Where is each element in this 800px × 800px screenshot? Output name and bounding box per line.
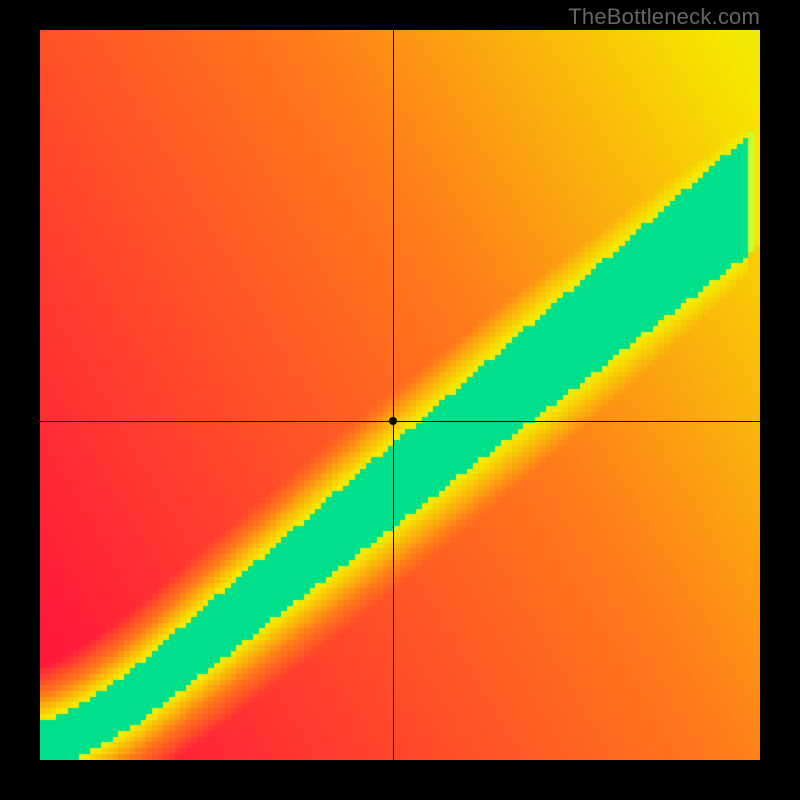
crosshair-marker (389, 417, 397, 425)
crosshair-vertical (393, 30, 394, 760)
crosshair-horizontal (40, 421, 760, 422)
heatmap-canvas (40, 30, 760, 760)
heatmap-plot (40, 30, 760, 760)
watermark-text: TheBottleneck.com (568, 4, 760, 30)
